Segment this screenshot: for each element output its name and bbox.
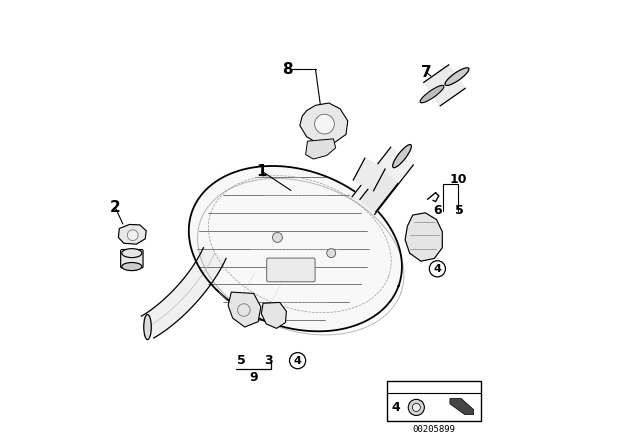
Circle shape — [412, 403, 420, 411]
Polygon shape — [261, 302, 287, 328]
Text: 2: 2 — [110, 200, 120, 215]
Ellipse shape — [122, 263, 142, 271]
Ellipse shape — [122, 249, 142, 258]
Polygon shape — [405, 213, 442, 261]
Text: 4: 4 — [433, 264, 442, 274]
Circle shape — [408, 399, 424, 415]
Polygon shape — [141, 248, 226, 338]
Polygon shape — [300, 103, 348, 145]
Ellipse shape — [393, 145, 412, 168]
Text: 3: 3 — [264, 354, 273, 367]
Text: 4: 4 — [392, 401, 401, 414]
FancyBboxPatch shape — [121, 250, 143, 268]
Polygon shape — [228, 292, 261, 327]
Circle shape — [315, 114, 334, 134]
Text: 8: 8 — [282, 62, 292, 77]
Polygon shape — [360, 171, 398, 212]
Text: 5: 5 — [237, 354, 246, 367]
Text: 9: 9 — [250, 371, 258, 384]
Polygon shape — [118, 224, 146, 244]
Polygon shape — [353, 158, 385, 191]
Text: 10: 10 — [449, 172, 467, 186]
Circle shape — [127, 230, 138, 241]
Text: 6: 6 — [433, 204, 442, 217]
Ellipse shape — [445, 68, 469, 86]
Text: 1: 1 — [257, 164, 267, 179]
Text: 5: 5 — [454, 204, 463, 217]
Polygon shape — [189, 166, 402, 332]
Polygon shape — [352, 147, 413, 214]
Text: 7: 7 — [421, 65, 432, 80]
Polygon shape — [450, 398, 474, 414]
Ellipse shape — [420, 86, 444, 103]
Circle shape — [273, 233, 282, 242]
Bar — [387, 381, 481, 421]
Text: 00205899: 00205899 — [413, 425, 456, 434]
Polygon shape — [306, 139, 336, 159]
Polygon shape — [424, 65, 465, 106]
FancyBboxPatch shape — [267, 258, 315, 282]
Text: 4: 4 — [294, 356, 301, 366]
Circle shape — [327, 249, 336, 258]
Ellipse shape — [144, 314, 151, 340]
